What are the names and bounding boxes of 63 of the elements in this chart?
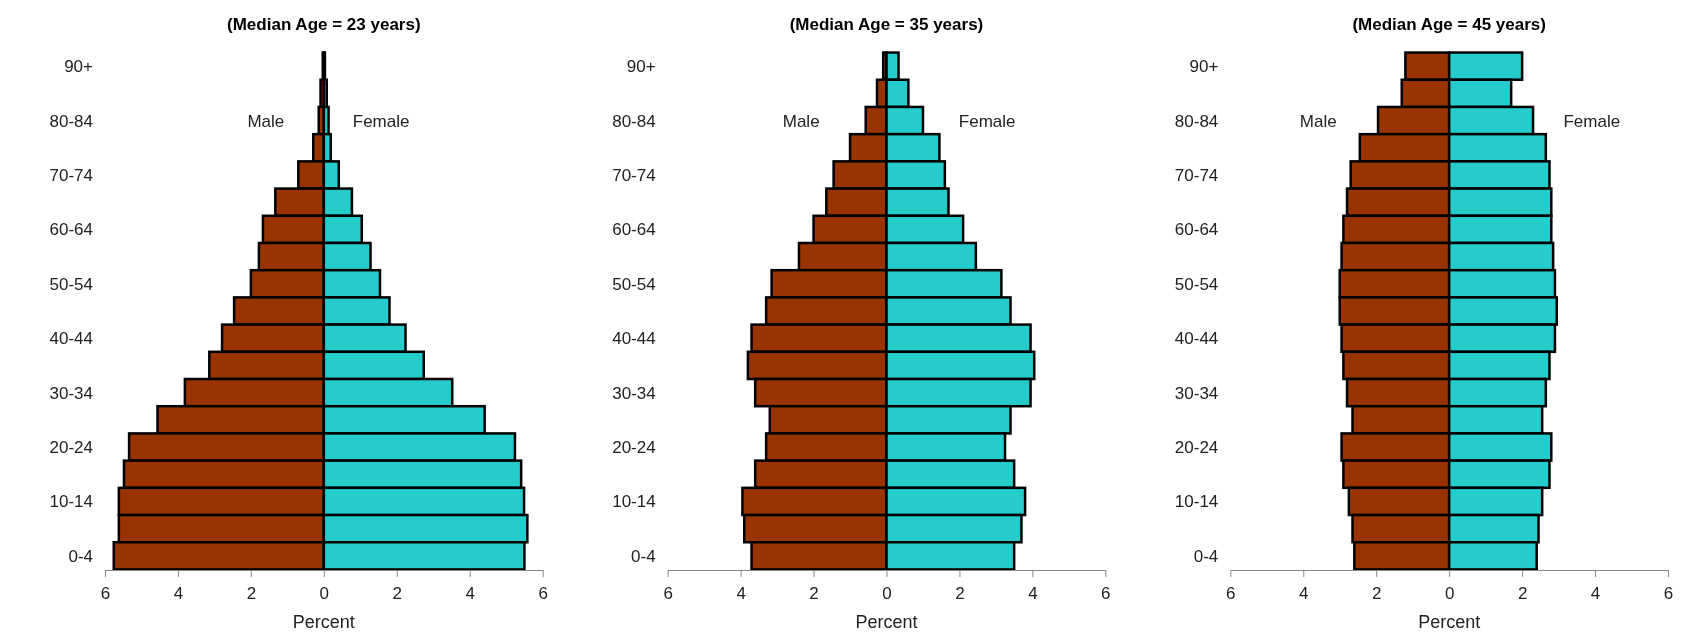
y-tick-label: 70-74 <box>612 165 656 185</box>
chart-title: (Median Age = 45 years) <box>1352 15 1546 34</box>
y-tick-label: 40-44 <box>1174 329 1219 349</box>
y-tick-label: 50-54 <box>1174 274 1219 294</box>
x-tick-label: 2 <box>955 583 965 603</box>
x-tick-label: 6 <box>663 583 673 603</box>
y-tick-label: 80-84 <box>612 111 656 131</box>
chart-title: (Median Age = 35 years) <box>789 15 984 34</box>
series-label: Male <box>782 111 820 131</box>
x-tick-label: 6 <box>1226 583 1236 603</box>
x-tick-label: 4 <box>1590 583 1601 603</box>
series-label: Female <box>352 111 410 131</box>
x-tick-label: 6 <box>538 583 548 603</box>
y-tick-label: 50-54 <box>49 274 93 294</box>
x-tick-label: 6 <box>1663 583 1674 603</box>
y-tick-label: 60-64 <box>1174 220 1219 240</box>
y-tick-label: 20-24 <box>1174 437 1219 457</box>
x-axis-title: Percent <box>855 612 918 632</box>
y-tick-label: 10-14 <box>1174 492 1219 512</box>
y-tick-label: 30-34 <box>1174 383 1219 403</box>
y-tick-label: 20-24 <box>612 437 656 457</box>
y-tick-label: 70-74 <box>49 165 93 185</box>
y-tick-label: 0-4 <box>68 546 93 566</box>
y-tick-label: 80-84 <box>1174 111 1219 131</box>
x-tick-label: 2 <box>246 583 257 603</box>
series-label: Female <box>958 111 1016 131</box>
x-tick-label: 4 <box>1299 583 1309 603</box>
x-axis-title: Percent <box>292 612 355 632</box>
y-tick-label: 90+ <box>626 57 656 77</box>
y-tick-label: 60-64 <box>49 220 93 240</box>
y-tick-label: 60-64 <box>612 220 656 240</box>
x-tick-label: 6 <box>100 583 111 603</box>
y-tick-label: 10-14 <box>49 492 93 512</box>
x-tick-label: 0 <box>319 583 330 603</box>
x-tick-label: 6 <box>1101 583 1111 603</box>
x-tick-label: 0 <box>882 583 892 603</box>
x-tick-label: 4 <box>465 583 475 603</box>
x-tick-label: 4 <box>1028 583 1038 603</box>
x-tick-label: 4 <box>173 583 184 603</box>
y-tick-label: 0-4 <box>631 546 656 566</box>
y-tick-label: 50-54 <box>612 274 656 294</box>
x-axis-title: Percent <box>1418 612 1481 632</box>
series-label: Female <box>1563 111 1621 131</box>
x-tick-label: 4 <box>736 583 746 603</box>
chart-title: (Median Age = 23 years) <box>227 15 421 34</box>
x-tick-label: 2 <box>392 583 403 603</box>
series-label: Male <box>1299 111 1337 131</box>
y-tick-label: 40-44 <box>49 329 93 349</box>
series-label: Male <box>247 111 285 131</box>
x-tick-label: 2 <box>809 583 819 603</box>
x-tick-label: 0 <box>1444 583 1455 603</box>
y-tick-label: 10-14 <box>612 492 656 512</box>
y-tick-label: 20-24 <box>49 437 93 457</box>
y-tick-label: 70-74 <box>1174 165 1219 185</box>
y-tick-label: 30-34 <box>49 383 93 403</box>
x-tick-label: 2 <box>1517 583 1528 603</box>
y-tick-label: 90+ <box>64 57 94 77</box>
y-tick-label: 30-34 <box>612 383 656 403</box>
x-tick-label: 2 <box>1371 583 1382 603</box>
y-tick-label: 90+ <box>1189 57 1219 77</box>
y-tick-label: 40-44 <box>612 329 656 349</box>
y-tick-label: 80-84 <box>49 111 93 131</box>
y-tick-label: 0-4 <box>1193 546 1219 566</box>
